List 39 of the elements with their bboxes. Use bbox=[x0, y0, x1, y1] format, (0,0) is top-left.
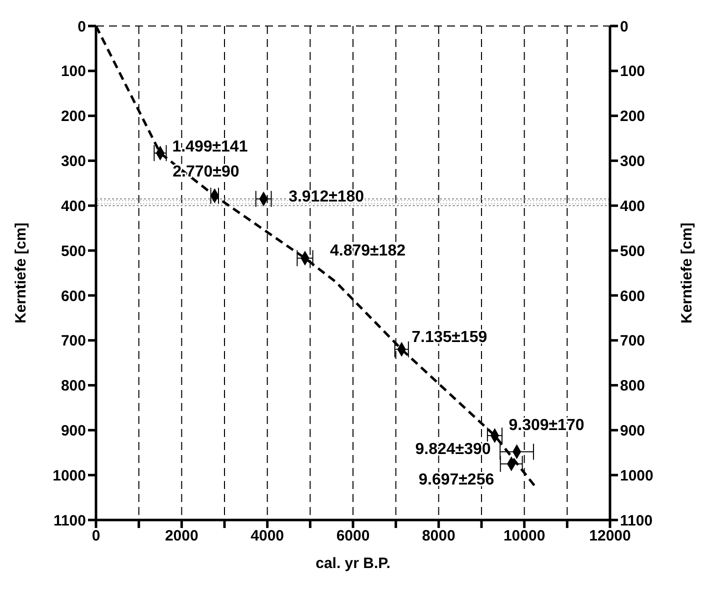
y2-tick-label: 400 bbox=[620, 198, 646, 215]
y-tick-label: 0 bbox=[78, 18, 86, 36]
annotation: 9.824±390 bbox=[415, 441, 491, 458]
y2-tick-label: 100 bbox=[620, 63, 646, 80]
y2-tick-label: 700 bbox=[620, 332, 646, 350]
y2-tick-label: 200 bbox=[620, 108, 646, 126]
y2-tick-label: 800 bbox=[620, 378, 646, 395]
y-tick-label: 400 bbox=[60, 198, 86, 215]
y-tick-label: 900 bbox=[60, 422, 86, 440]
y-tick-label: 100 bbox=[60, 63, 86, 80]
y2-tick-label: 1100 bbox=[620, 512, 653, 530]
x-tick-label: 0 bbox=[92, 528, 100, 545]
annotation: 9.697±256 bbox=[418, 471, 494, 488]
x-tick-label: 4000 bbox=[250, 528, 284, 545]
x-tick-label: 6000 bbox=[336, 528, 370, 545]
x-tick-label: 12000 bbox=[589, 528, 631, 545]
y-tick-label: 600 bbox=[60, 288, 86, 305]
x-tick-label: 8000 bbox=[422, 528, 456, 545]
y-tick-label: 700 bbox=[60, 332, 86, 350]
y-tick-label: 1000 bbox=[52, 467, 86, 484]
x-axis-title: cal. yr B.P. bbox=[316, 555, 390, 572]
annotation: 3.912±180 bbox=[288, 188, 364, 206]
y2-tick-label: 600 bbox=[620, 288, 646, 305]
x-tick-label: 10000 bbox=[503, 528, 546, 545]
y-tick-label: 1100 bbox=[53, 512, 86, 530]
y2-tick-label: 500 bbox=[620, 242, 646, 260]
y2-tick-label: 300 bbox=[620, 153, 646, 170]
y2-tick-label: 0 bbox=[620, 18, 628, 36]
y-tick-label: 500 bbox=[60, 242, 86, 260]
y-tick-label: 300 bbox=[60, 153, 86, 170]
y-axis-title: Kerntiefe [cm] bbox=[12, 222, 30, 324]
annotation: 7.135±159 bbox=[412, 328, 488, 346]
y-tick-label: 800 bbox=[60, 378, 86, 395]
x-tick-label: 2000 bbox=[164, 528, 198, 545]
y-tick-label: 200 bbox=[60, 108, 86, 126]
annotation: 9.309±170 bbox=[508, 417, 584, 434]
y2-tick-label: 900 bbox=[620, 422, 646, 440]
y2-axis-title: Kerntiefe [cm] bbox=[678, 222, 696, 324]
y2-tick-label: 1000 bbox=[620, 467, 654, 484]
